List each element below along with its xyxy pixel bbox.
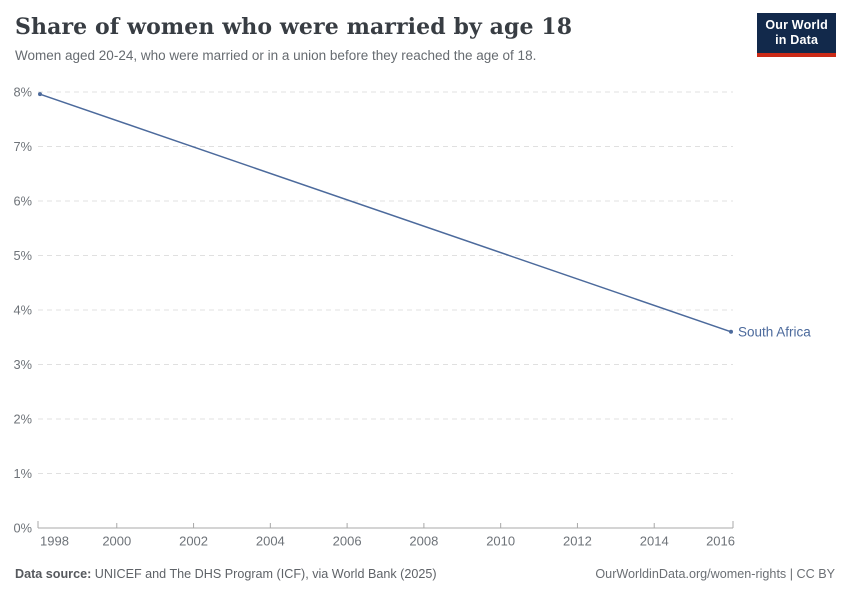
- series-endpoint-marker: [38, 92, 42, 97]
- owid-logo-text-line1: Our World: [765, 18, 828, 32]
- x-axis-tick-label: 2004: [256, 534, 285, 549]
- owid-logo[interactable]: Our World in Data: [757, 13, 836, 57]
- series-line: [39, 93, 732, 333]
- data-source-text: UNICEF and The DHS Program (ICF), via Wo…: [91, 567, 437, 581]
- series-label: South Africa: [738, 324, 811, 339]
- chart-footer: Data source: UNICEF and The DHS Program …: [15, 567, 835, 581]
- y-axis-tick-label: 2%: [14, 412, 33, 427]
- page-title: Share of women who were married by age 1…: [15, 14, 573, 40]
- y-axis-tick-label: 1%: [14, 466, 33, 481]
- data-source-label: Data source:: [15, 567, 92, 581]
- x-axis-tick-label: 2006: [333, 534, 362, 549]
- y-axis-tick-label: 3%: [14, 357, 33, 372]
- y-axis-tick-label: 0%: [14, 521, 33, 536]
- y-axis-tick-label: 5%: [14, 248, 33, 263]
- data-source-note: Data source: UNICEF and The DHS Program …: [15, 567, 437, 581]
- y-axis-tick-label: 4%: [14, 303, 33, 318]
- owid-logo-text-line2: in Data: [775, 33, 819, 48]
- x-axis-tick-label: 2014: [640, 534, 669, 549]
- chart-subtitle: Women aged 20-24, who were married or in…: [15, 48, 537, 64]
- series-endpoint-marker: [729, 329, 733, 334]
- x-axis-tick-label: 2002: [179, 534, 208, 549]
- chart-header: Share of women who were married by age 1…: [15, 14, 730, 65]
- y-axis-tick-label: 7%: [14, 139, 33, 154]
- y-axis-tick-label: 6%: [14, 194, 33, 209]
- x-axis-tick-label: 2016: [706, 534, 735, 549]
- y-axis-tick-label: 8%: [14, 85, 33, 100]
- x-axis-tick-label: 2008: [409, 534, 438, 549]
- x-axis-tick-label: 2000: [102, 534, 131, 549]
- owid-url-link[interactable]: OurWorldinData.org/women-rights | CC BY: [595, 567, 835, 581]
- x-axis-tick-label: 2010: [486, 534, 515, 549]
- x-axis-tick-label: 1998: [40, 534, 69, 549]
- x-axis-tick-label: 2012: [563, 534, 592, 549]
